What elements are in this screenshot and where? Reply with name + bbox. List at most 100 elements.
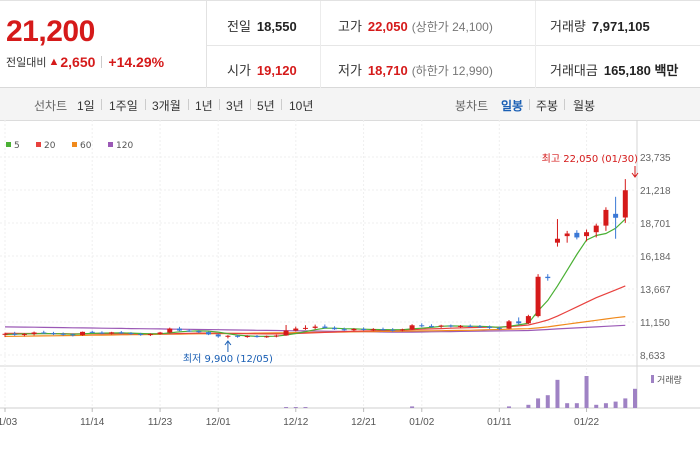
candle-body [361,328,367,330]
y-tick-label: 23,735 [640,153,671,164]
candle [99,331,105,335]
tab-divider [188,99,189,110]
candle [564,230,570,243]
y-tick-label: 16,184 [640,252,671,263]
candle-body [584,232,590,237]
candle-body [545,276,551,279]
candle [322,324,328,329]
candle [244,335,250,338]
tab-10year[interactable]: 10년 [289,99,314,113]
candle-body [516,321,522,324]
candle-body [2,333,8,335]
stat-label: 전일 [227,19,251,34]
legend-label-60: 60 [80,141,92,151]
change-label: 전일대비 [6,57,47,69]
quote-header: 21,200 전일대비 ▲ 2,650 +14.29% 전일 18,550 고가 2… [0,0,700,89]
candle-body [312,326,318,328]
candle [603,207,609,231]
y-tick-label: 21,218 [640,186,671,197]
candle-body [428,325,434,327]
candle [147,333,153,337]
x-tick-label: 12/21 [351,417,376,428]
volume-bar [565,403,570,408]
ma20-line [5,285,626,335]
tab-3month[interactable]: 3개월 [152,99,181,113]
candle-body [496,327,502,329]
high-arrowhead-icon [631,172,639,178]
candle-body [70,334,76,336]
volume-bar [574,403,579,408]
candle [525,314,531,324]
candle-body [506,321,512,329]
candle-body [603,209,609,226]
candle-body [176,328,182,331]
candle-body [458,325,464,327]
candle-chart-label: 봉차트 [455,99,489,113]
tab-1week[interactable]: 1주일 [109,99,138,113]
stat-high: 고가 22,050 (상한가 24,100) [338,16,493,35]
tab-5year[interactable]: 5년 [257,99,275,113]
stat-value: 18,550 [256,19,297,34]
y-tick-label: 13,667 [640,285,671,296]
candle [2,332,8,337]
legend-label-20: 20 [44,141,56,151]
candle [428,324,434,328]
candle-body [535,276,541,317]
stat-value: 18,710 [367,63,408,78]
stat-value: 165,180 백만 [603,63,679,78]
candle [574,230,580,240]
stat-sub: (하한가 12,990) [411,64,493,78]
candle [167,327,173,334]
candle-body [390,329,396,331]
ma5-line [4,218,626,338]
candle [206,331,212,336]
candle-body [31,332,37,335]
candle [50,331,56,336]
candle [89,330,95,334]
tab-3year[interactable]: 3년 [226,99,244,113]
volume-bar [410,406,415,408]
tab-divider [281,99,282,110]
candle-body [21,334,27,336]
tab-monthly[interactable]: 월봉 [573,99,596,113]
change-row: 전일대비 ▲ 2,650 +14.29% [6,54,164,70]
tab-daily[interactable]: 일봉 [501,99,524,113]
candle [487,325,493,329]
tab-weekly[interactable]: 주봉 [536,99,559,113]
candle [361,327,367,331]
high-annotation: 최고 22,050 (01/30) [542,153,638,165]
candle-body [399,329,405,331]
candle [273,334,279,338]
candle-body [147,334,153,336]
candle [554,219,560,247]
tab-1year[interactable]: 1년 [195,99,213,113]
volume-bar [594,404,599,408]
candle [380,327,386,331]
candle [60,332,66,336]
y-tick-label: 8,633 [640,351,665,362]
legend-label-120: 120 [116,141,133,151]
candle [467,324,473,328]
volume-bar [584,376,589,408]
tab-1day[interactable]: 1일 [77,99,95,113]
candle [370,328,376,332]
candlestick-chart: 23,735 21,218 18,701 16,184 13,667 11,150 8,63… [0,120,700,428]
legend-swatch-5 [6,142,11,147]
candle-body [186,330,192,332]
tab-divider [101,99,102,110]
candle-body [477,326,483,328]
volume-bar [284,407,289,408]
stat-label: 저가 [338,63,362,78]
volume-bar [536,398,541,408]
candle [41,330,47,334]
candle-body [351,328,357,331]
candle [128,332,134,335]
candle-body [613,213,619,218]
candle-body [225,335,231,337]
candle-body [138,333,144,335]
volume-bar [623,398,628,408]
candle-body [525,316,531,324]
stat-low: 저가 18,710 (하한가 12,990) [338,60,493,79]
candle [584,229,590,242]
candle-body [215,334,221,337]
